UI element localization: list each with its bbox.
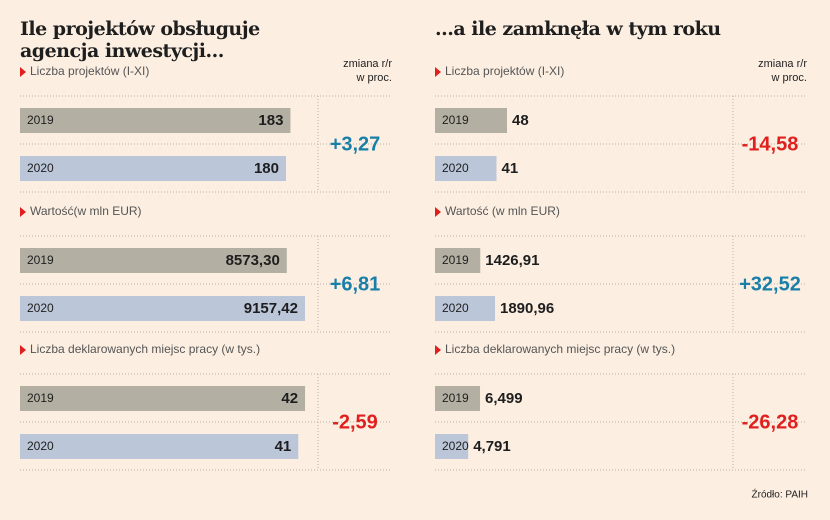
value-label: 183 [258, 112, 283, 129]
value-label: 1890,96 [500, 300, 554, 317]
group-label: Wartość(w mln EUR) [30, 204, 142, 218]
year-label: 2019 [442, 113, 469, 127]
group-label: Liczba projektów (I-XI) [445, 64, 564, 78]
group-label: Liczba projektów (I-XI) [30, 64, 149, 78]
change-value: +6,81 [330, 273, 381, 295]
value-label: 42 [281, 390, 298, 407]
year-label: 2020 [442, 161, 469, 175]
bar [435, 108, 507, 133]
group-label: Liczba deklarowanych miejsc pracy (w tys… [30, 342, 260, 356]
bar [435, 386, 481, 411]
value-label: 6,499 [485, 390, 523, 407]
panel-title: Ile projektów obsługuje [20, 18, 260, 40]
marker [20, 207, 26, 217]
bar [435, 156, 497, 181]
group-label: Liczba deklarowanych miejsc pracy (w tys… [445, 342, 675, 356]
value-label: 8573,30 [226, 252, 280, 269]
marker [435, 207, 441, 217]
value-label: 48 [512, 112, 529, 129]
bar [435, 434, 469, 459]
bar [20, 434, 299, 459]
bar [20, 156, 287, 181]
change-value: -2,59 [332, 411, 378, 433]
value-label: 41 [275, 438, 292, 455]
value-label: 9157,42 [244, 300, 298, 317]
marker [20, 67, 26, 77]
year-label: 2020 [27, 439, 54, 453]
panel-title: agencja inwestycji... [20, 40, 224, 62]
bar [20, 108, 291, 133]
value-label: 180 [254, 160, 279, 177]
year-label: 2020 [442, 301, 469, 315]
change-value: -26,28 [742, 411, 799, 433]
change-value: -14,58 [742, 133, 799, 155]
year-label: 2019 [442, 391, 469, 405]
bar [435, 248, 481, 273]
source: Źródło: PAIH [752, 488, 809, 501]
year-label: 2020 [27, 301, 54, 315]
change-header: w proc. [356, 72, 392, 84]
panel-title: ...a ile zamknęła w tym roku [435, 18, 721, 40]
value-label: 41 [502, 160, 519, 177]
year-label: 2019 [27, 113, 54, 127]
year-label: 2019 [27, 391, 54, 405]
marker [20, 345, 26, 355]
change-header: zmiana r/r [758, 58, 807, 70]
change-header: w proc. [771, 72, 807, 84]
year-label: 2020 [27, 161, 54, 175]
bar [20, 386, 306, 411]
group-label: Wartość (w mln EUR) [445, 204, 560, 218]
change-value: +32,52 [739, 273, 801, 295]
bar [20, 248, 287, 273]
year-label: 2020 [442, 439, 469, 453]
marker [435, 345, 441, 355]
change-value: +3,27 [330, 133, 381, 155]
value-label: 4,791 [473, 438, 511, 455]
value-label: 1426,91 [485, 252, 539, 269]
bar [435, 296, 495, 321]
marker [435, 67, 441, 77]
year-label: 2019 [442, 253, 469, 267]
year-label: 2019 [27, 253, 54, 267]
change-header: zmiana r/r [343, 58, 392, 70]
bar [20, 296, 305, 321]
